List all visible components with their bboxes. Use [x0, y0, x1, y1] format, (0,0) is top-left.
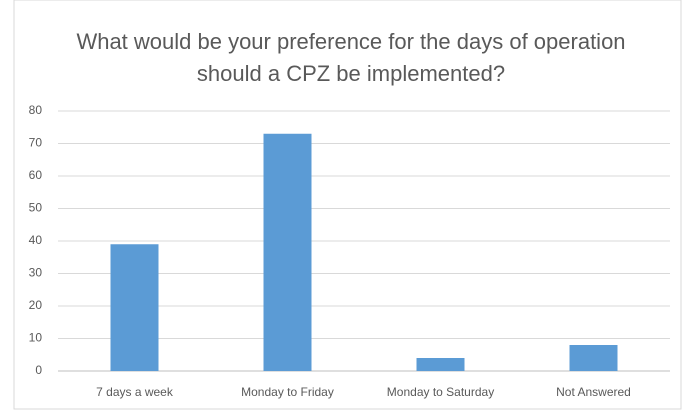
x-tick-label: Not Answered: [556, 385, 631, 399]
y-tick-label: 60: [29, 168, 43, 182]
y-tick-label: 0: [35, 363, 42, 377]
x-tick-label: Monday to Saturday: [387, 385, 494, 399]
chart-frame: [13, 0, 682, 410]
y-tick-label: 30: [29, 266, 43, 280]
y-tick-label: 70: [29, 136, 43, 150]
bar: [263, 133, 312, 371]
y-tick-label: 50: [29, 201, 43, 215]
y-tick-label: 20: [29, 298, 43, 312]
bar: [110, 244, 159, 371]
x-tick-label: Monday to Friday: [241, 385, 334, 399]
y-tick-label: 40: [29, 233, 43, 247]
y-tick-label: 80: [29, 103, 43, 117]
y-tick-label: 10: [29, 331, 43, 345]
x-tick-label: 7 days a week: [96, 385, 174, 399]
chart-title: What would be your preference for the da…: [76, 29, 626, 86]
bar: [569, 345, 618, 371]
bar: [416, 358, 465, 371]
